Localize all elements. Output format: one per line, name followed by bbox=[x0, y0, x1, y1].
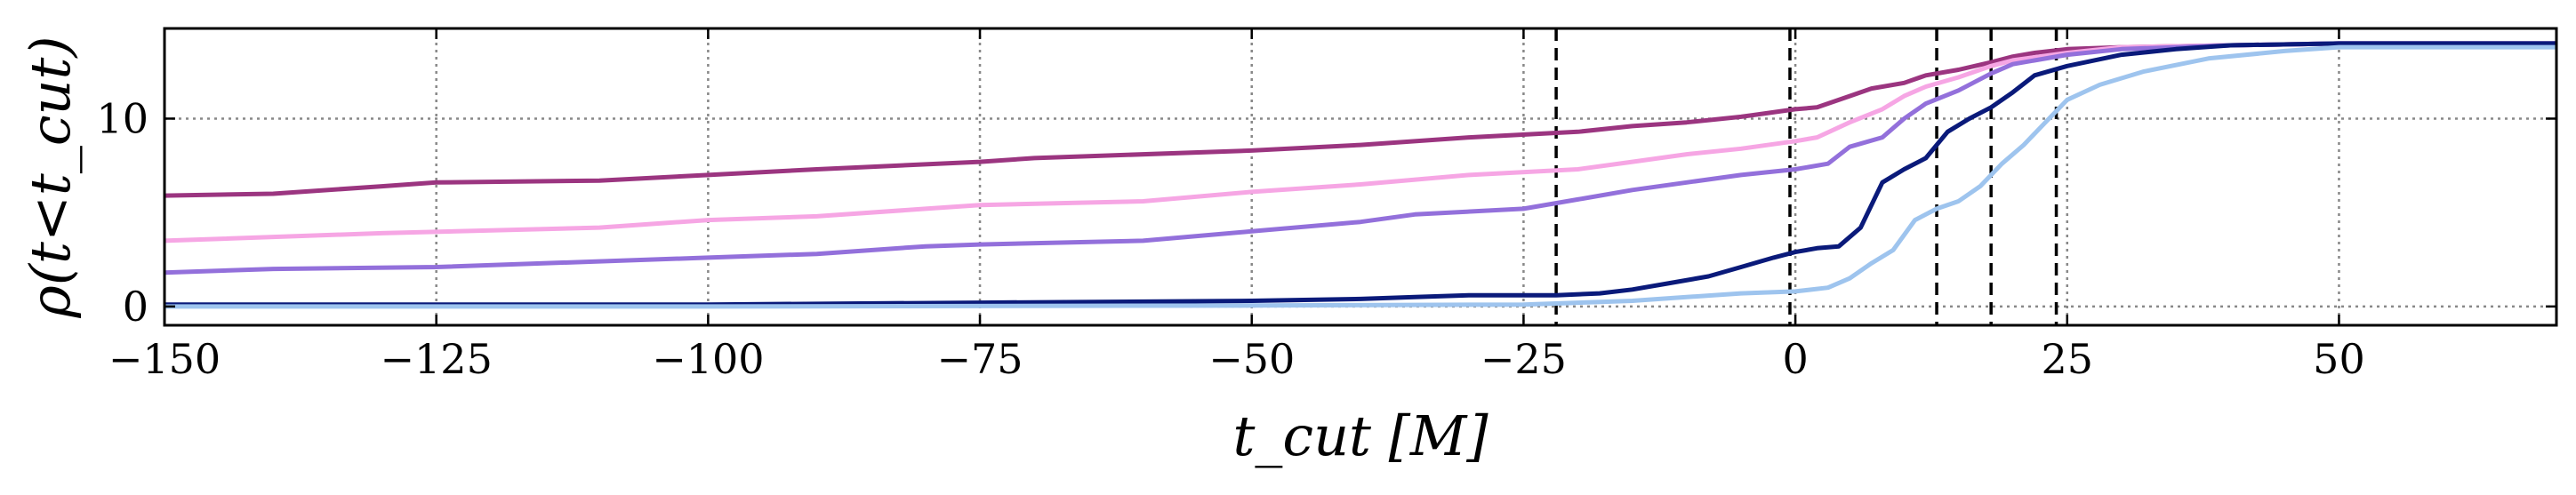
ticks: −150 −125 −100 −75 −50 −25 0 25 50 0 10 bbox=[96, 28, 2556, 383]
x-tick-label: 50 bbox=[2313, 335, 2365, 383]
x-tick-label: −100 bbox=[652, 335, 764, 383]
x-tick-label: −25 bbox=[1481, 335, 1567, 383]
vertical-marker-lines bbox=[1554, 28, 2058, 325]
x-tick-label: −150 bbox=[108, 335, 221, 383]
series-group bbox=[164, 41, 2556, 309]
x-tick-label: −125 bbox=[381, 335, 493, 383]
plot-frame bbox=[163, 27, 2558, 327]
series-line-5 bbox=[165, 44, 2556, 309]
x-axis-title: t_cut [M] bbox=[1232, 403, 1489, 468]
y-tick-label: 10 bbox=[96, 94, 148, 142]
series-line-4 bbox=[165, 41, 2556, 307]
series-line-3 bbox=[164, 41, 2556, 275]
x-tick-label: −50 bbox=[1208, 335, 1295, 383]
series-line-2 bbox=[164, 41, 2556, 244]
x-tick-label: 0 bbox=[1782, 335, 1808, 383]
series-line-1 bbox=[164, 41, 2556, 198]
x-tick-label: 25 bbox=[2041, 335, 2093, 383]
y-tick-label: 0 bbox=[123, 283, 148, 331]
axis-titles: t_cut [M] ρ(t<t_cut) bbox=[18, 36, 1489, 468]
y-axis-title: ρ(t<t_cut) bbox=[18, 36, 83, 318]
x-tick-label: −75 bbox=[937, 335, 1023, 383]
